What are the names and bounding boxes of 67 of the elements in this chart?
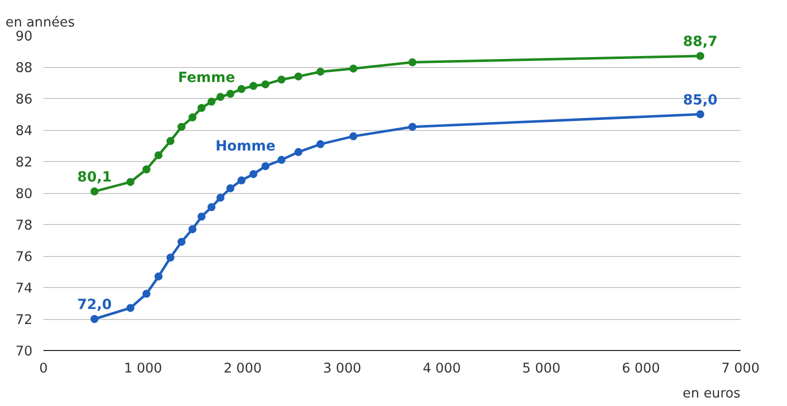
point [207, 203, 216, 212]
y-axis-title: en années [6, 16, 75, 30]
data-label: 72,0 [77, 297, 112, 313]
y-tick-label: 88 [16, 61, 33, 76]
point [166, 254, 174, 262]
point [166, 137, 174, 146]
point [261, 80, 270, 88]
point [316, 140, 324, 148]
point [178, 122, 186, 131]
point [696, 110, 704, 118]
x-tick-label: 7 000 [721, 362, 760, 376]
point [216, 194, 224, 202]
y-tick-label: 82 [16, 156, 33, 170]
point [277, 156, 286, 164]
point [198, 104, 206, 112]
x-tick-label: 4 000 [422, 362, 461, 376]
x-tick-label: 6 000 [622, 362, 660, 376]
data-label: 80,1 [77, 169, 112, 186]
series-label: Femme [178, 70, 236, 86]
point [142, 290, 150, 298]
point [90, 315, 98, 323]
point [408, 122, 416, 131]
point [294, 72, 302, 80]
y-tick-label: 70 [16, 344, 33, 360]
y-tick-label: 90 [16, 30, 33, 44]
point [216, 92, 224, 101]
point [188, 113, 196, 122]
y-tick-label: 74 [16, 282, 33, 296]
point [126, 178, 134, 186]
x-tick-label: 2 000 [224, 362, 262, 376]
y-tick-label: 72 [16, 313, 33, 328]
x-tick-label: 1 000 [124, 362, 162, 376]
y-tick-label: 76 [16, 250, 33, 265]
point [237, 85, 246, 94]
point [198, 212, 206, 221]
series-label: Homme [215, 138, 276, 154]
point [249, 170, 258, 178]
x-axis-title: en euros [682, 386, 741, 402]
data-label: 85,0 [683, 92, 718, 108]
point [188, 225, 196, 234]
point [207, 98, 216, 106]
point [154, 151, 163, 160]
point [226, 184, 234, 192]
point [90, 187, 98, 196]
point [178, 238, 186, 246]
point [154, 272, 163, 280]
point [249, 82, 258, 90]
y-tick-label: 84 [16, 124, 33, 139]
x-tick-label: 5 000 [522, 362, 560, 376]
point [696, 52, 704, 60]
point [408, 58, 416, 66]
point [294, 148, 302, 156]
data-label: 88,7 [683, 34, 718, 50]
x-tick-label: 3 000 [323, 362, 362, 376]
point [126, 304, 134, 312]
y-tick-label: 80 [16, 187, 33, 202]
point [349, 132, 358, 140]
point [277, 76, 286, 84]
point [261, 162, 270, 170]
x-tick-label: 0 [39, 362, 48, 376]
y-tick-label: 86 [16, 92, 33, 108]
point [349, 64, 358, 73]
point [316, 68, 324, 76]
y-tick-label: 78 [16, 218, 33, 234]
point [237, 176, 246, 184]
point [226, 90, 234, 98]
point [142, 165, 150, 174]
